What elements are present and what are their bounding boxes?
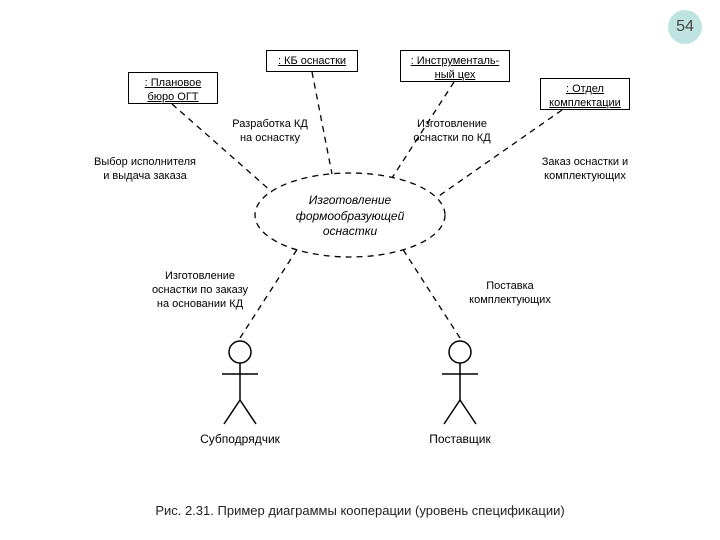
label-sub-3: на основании КД	[157, 298, 243, 310]
box-instr-line2: ный цех	[435, 69, 476, 81]
label-kb: Разработка КД на оснастку	[210, 118, 330, 146]
actor-sub	[222, 341, 258, 424]
box-instr-line1: : Инструменталь-	[411, 55, 500, 67]
box-kb: : КБ оснастки	[266, 50, 358, 72]
actor-sub-label: Субподрядчик	[190, 432, 290, 446]
label-sub-2: оснастки по заказу	[152, 284, 248, 296]
ellipse-label-1: Изготовление	[309, 193, 391, 207]
label-instr: Изготовление оснастки по КД	[392, 118, 512, 146]
box-plan-line2: бюро ОГТ	[147, 91, 198, 103]
label-plan-1: Выбор исполнителя	[94, 156, 196, 168]
label-otdel-1: Заказ оснастки и	[542, 156, 628, 168]
actor-post-label: Поставщик	[410, 432, 510, 446]
box-plan-line1: : Плановое	[145, 77, 202, 89]
box-plan: : Плановое бюро ОГТ	[128, 72, 218, 104]
label-instr-2: оснастки по КД	[413, 132, 490, 144]
figure-caption: Рис. 2.31. Пример диаграммы кооперации (…	[0, 503, 720, 518]
box-otdel-line2: комплектации	[549, 97, 621, 109]
box-otdel: : Отдел комплектации	[540, 78, 630, 110]
ellipse-label: Изготовление формообразующей оснастки	[270, 193, 430, 240]
label-otdel-2: комплектующих	[544, 170, 626, 182]
label-otdel: Заказ оснастки и комплектующих	[510, 156, 660, 184]
label-post-2: комплектующих	[469, 294, 551, 306]
label-instr-1: Изготовление	[417, 118, 487, 130]
label-kb-2: на оснастку	[240, 132, 300, 144]
label-kb-1: Разработка КД	[232, 118, 308, 130]
label-post-1: Поставка	[486, 280, 534, 292]
label-plan-2: и выдача заказа	[103, 170, 187, 182]
label-post: Поставка комплектующих	[440, 280, 580, 308]
actor-post	[442, 341, 478, 424]
box-instr: : Инструменталь- ный цех	[400, 50, 510, 82]
box-kb-line1: : КБ оснастки	[278, 55, 346, 69]
label-plan: Выбор исполнителя и выдача заказа	[70, 156, 220, 184]
label-sub: Изготовление оснастки по заказу на основ…	[120, 270, 280, 311]
ellipse-label-3: оснастки	[323, 224, 377, 238]
label-sub-1: Изготовление	[165, 270, 235, 282]
ellipse-label-2: формообразующей	[296, 209, 405, 223]
box-otdel-line1: : Отдел	[566, 83, 604, 95]
